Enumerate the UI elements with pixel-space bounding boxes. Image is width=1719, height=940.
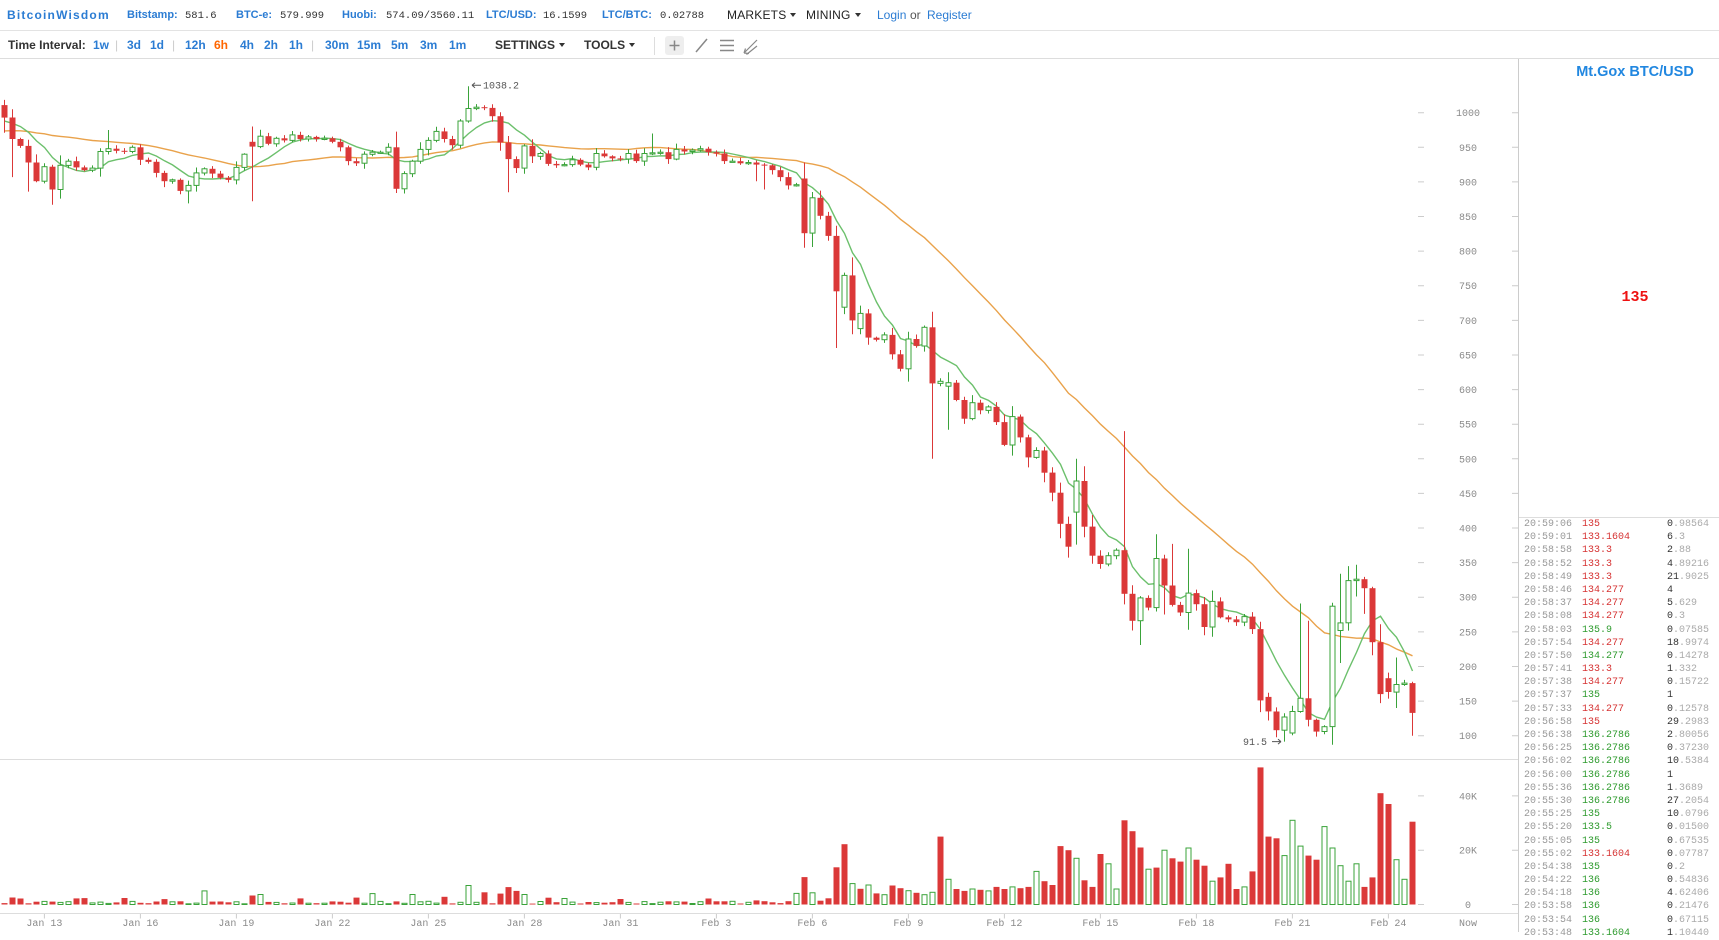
svg-text:Feb 18: Feb 18: [1178, 918, 1214, 930]
svg-text:850: 850: [1459, 213, 1477, 224]
svg-text:200: 200: [1459, 663, 1477, 674]
svg-text:650: 650: [1459, 352, 1477, 363]
svg-text:500: 500: [1459, 455, 1477, 466]
svg-text:Now: Now: [1459, 919, 1477, 930]
svg-text:100: 100: [1459, 732, 1477, 743]
svg-text:150: 150: [1459, 698, 1477, 709]
svg-text:450: 450: [1459, 490, 1477, 501]
svg-text:Feb 15: Feb 15: [1082, 918, 1118, 930]
svg-text:350: 350: [1459, 559, 1477, 570]
svg-text:91.5: 91.5: [1243, 738, 1267, 749]
svg-text:1000: 1000: [1456, 109, 1480, 120]
svg-text:40K: 40K: [1459, 792, 1477, 803]
svg-text:950: 950: [1459, 144, 1477, 155]
svg-text:300: 300: [1459, 594, 1477, 605]
svg-text:Jan 22: Jan 22: [314, 919, 350, 930]
svg-text:Feb 24: Feb 24: [1370, 918, 1406, 930]
svg-text:Feb 9: Feb 9: [893, 918, 923, 930]
svg-text:600: 600: [1459, 386, 1477, 397]
svg-text:Feb 12: Feb 12: [986, 918, 1022, 930]
svg-text:Jan 13: Jan 13: [26, 919, 62, 930]
svg-text:1038.2: 1038.2: [483, 82, 519, 93]
svg-text:400: 400: [1459, 525, 1477, 536]
svg-text:550: 550: [1459, 421, 1477, 432]
svg-text:Jan 16: Jan 16: [122, 919, 158, 930]
svg-text:Feb 21: Feb 21: [1274, 918, 1310, 930]
svg-text:Jan 28: Jan 28: [506, 919, 542, 930]
svg-text:20K: 20K: [1459, 847, 1477, 858]
svg-text:750: 750: [1459, 282, 1477, 293]
svg-text:900: 900: [1459, 178, 1477, 189]
svg-text:Jan 25: Jan 25: [410, 919, 446, 930]
svg-text:700: 700: [1459, 317, 1477, 328]
svg-text:800: 800: [1459, 248, 1477, 259]
svg-text:250: 250: [1459, 628, 1477, 639]
svg-text:0: 0: [1465, 901, 1471, 912]
svg-text:Jan 19: Jan 19: [218, 919, 254, 930]
svg-text:Feb 6: Feb 6: [797, 918, 827, 930]
svg-text:Jan 31: Jan 31: [602, 919, 638, 930]
svg-text:Feb 3: Feb 3: [701, 918, 731, 930]
